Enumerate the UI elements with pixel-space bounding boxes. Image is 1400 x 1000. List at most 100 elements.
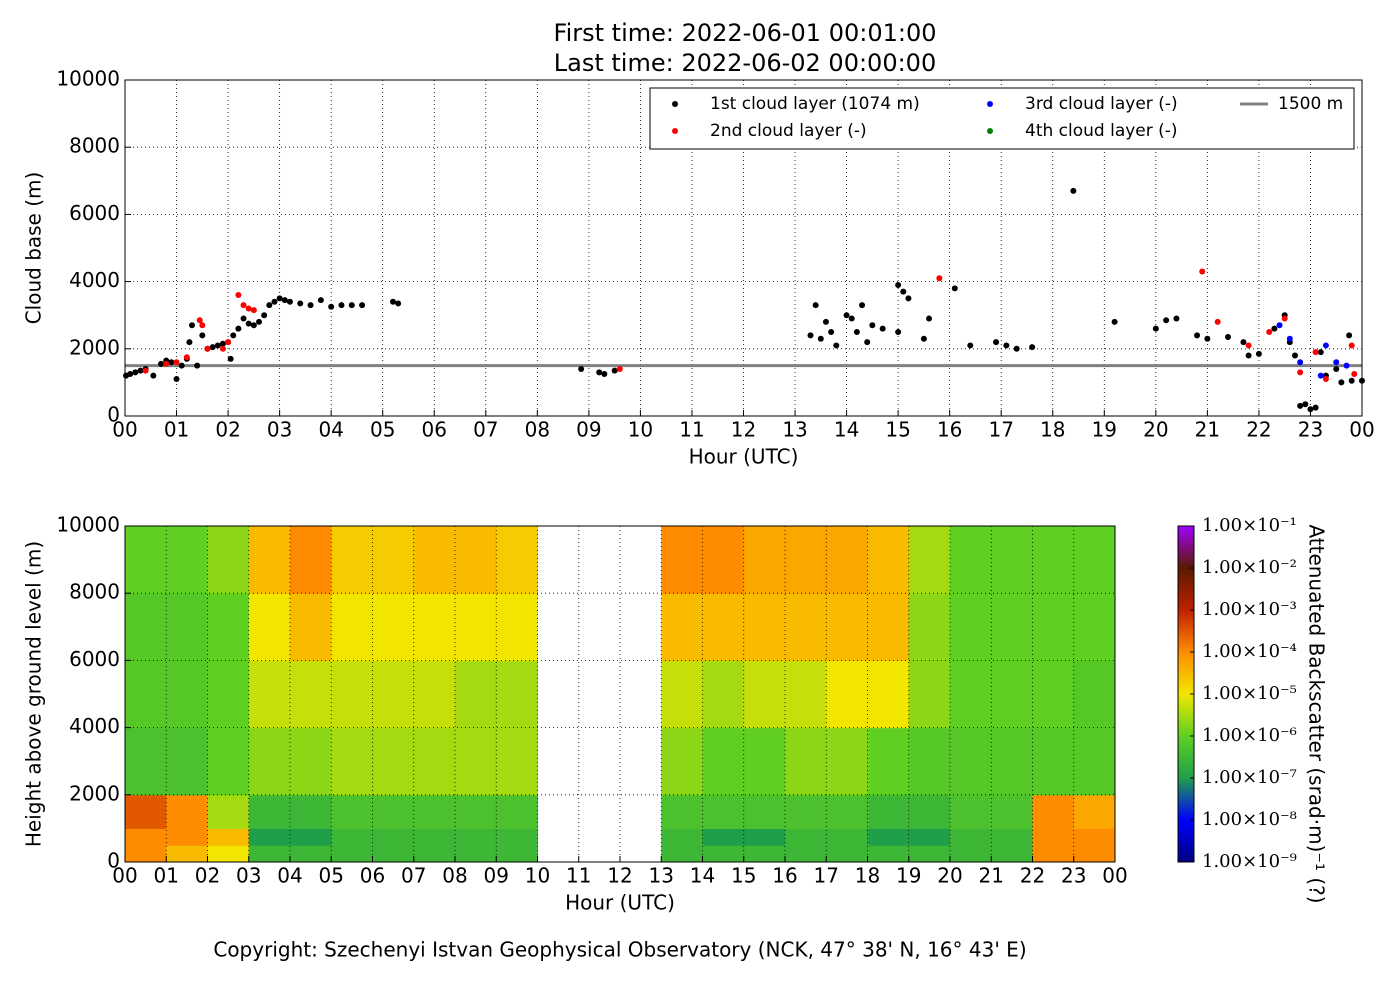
plot-frame	[124, 525, 1116, 863]
data-point	[266, 302, 273, 309]
data-point	[1322, 376, 1329, 383]
heatmap-cell	[455, 593, 497, 661]
data-point	[853, 329, 860, 335]
heatmap-cell	[1073, 794, 1116, 829]
x-tick-label: 17	[814, 864, 839, 888]
data-point	[348, 302, 355, 309]
y-tick-label: 6000	[69, 201, 120, 225]
x-tick-label: 06	[422, 418, 447, 442]
heatmap-cell	[1032, 660, 1075, 729]
heatmap-cell	[166, 660, 208, 729]
heatmap-cell	[125, 794, 167, 829]
heatmap-cell	[991, 660, 1033, 729]
heatmap-cell	[1032, 845, 1075, 863]
data-point	[395, 300, 402, 307]
data-point	[235, 292, 242, 299]
data-point	[219, 345, 226, 352]
y-tick-label: 10000	[56, 513, 120, 537]
heatmap-cell	[413, 727, 456, 796]
heatmap-cell	[372, 828, 415, 846]
heatmap-cell	[248, 526, 291, 594]
x-tick-label: 20	[937, 864, 962, 888]
chart-title: First time: 2022-06-01 00:01:00	[554, 19, 937, 47]
y-tick-label: 4000	[69, 714, 120, 738]
heatmap-cell	[248, 727, 291, 796]
x-tick-label: 16	[772, 864, 797, 888]
data-point	[317, 297, 324, 304]
heatmap-cell	[661, 660, 703, 729]
x-axis-label: Hour (UTC)	[689, 445, 799, 469]
data-point	[338, 302, 345, 309]
heatmap-cell	[290, 828, 332, 846]
x-tick-label: 07	[473, 418, 498, 442]
x-tick-label: 21	[1195, 418, 1220, 442]
data-point	[926, 315, 933, 322]
data-point	[1245, 352, 1252, 359]
heatmap-cell	[908, 845, 951, 863]
x-tick-label: 07	[401, 864, 426, 888]
data-point	[895, 329, 902, 335]
x-tick-label: 00	[1349, 418, 1374, 442]
heatmap-cell	[991, 593, 1033, 661]
heatmap-cell	[908, 794, 951, 829]
legend-label: 4th cloud layer (-)	[1025, 121, 1178, 141]
heatmap-cell	[867, 727, 910, 796]
data-point	[611, 367, 618, 374]
data-point	[286, 298, 293, 305]
heatmap-cell	[331, 593, 373, 661]
data-point	[900, 288, 907, 295]
x-tick-label: 10	[628, 418, 653, 442]
heatmap-cell	[207, 526, 250, 594]
x-tick-label: 00	[112, 418, 137, 442]
data-point	[1338, 379, 1345, 386]
x-tick-label: 05	[319, 864, 344, 888]
y-tick-label: 4000	[69, 268, 120, 292]
heatmap-cell	[785, 828, 827, 846]
heatmap-cell	[1073, 593, 1116, 661]
heatmap-cell	[496, 828, 538, 846]
heatmap-cell	[950, 660, 992, 729]
data-point	[173, 359, 180, 366]
heatmap-cell	[1032, 828, 1075, 846]
data-point	[173, 376, 180, 383]
heatmap-cell	[455, 526, 497, 594]
heatmap-cell	[991, 526, 1033, 594]
data-point	[328, 303, 335, 310]
heatmap-cell	[290, 727, 332, 796]
data-point	[822, 318, 829, 325]
heatmap-cell	[1073, 526, 1116, 594]
data-point	[1291, 352, 1298, 359]
y-tick-label: 8000	[69, 580, 120, 604]
heatmap-cell	[248, 794, 291, 829]
x-tick-label: 06	[360, 864, 385, 888]
x-tick-label: 13	[782, 418, 807, 442]
data-point	[132, 369, 139, 376]
colorbar-tick-label: 1.00×10⁻⁸	[1202, 809, 1297, 830]
data-point	[1070, 187, 1077, 194]
x-tick-label: 08	[525, 418, 550, 442]
data-point	[1302, 401, 1309, 408]
heatmap-cell	[908, 660, 951, 729]
heatmap-cell	[455, 727, 497, 796]
data-point	[245, 320, 252, 327]
data-point	[869, 322, 876, 329]
data-point	[1312, 349, 1319, 356]
heatmap-cell	[950, 727, 992, 796]
data-point	[1276, 322, 1283, 329]
data-point	[307, 302, 314, 309]
data-point	[240, 302, 247, 309]
data-point	[920, 335, 927, 342]
heatmap-cell	[826, 845, 868, 863]
y-tick-label: 8000	[69, 134, 120, 158]
data-point	[1240, 339, 1247, 346]
footer: Copyright: Szechenyi Istvan Geophysical …	[213, 938, 1026, 962]
data-point	[1348, 342, 1355, 349]
data-point	[833, 342, 840, 349]
data-point	[158, 360, 165, 367]
heatmap-cell	[207, 828, 250, 846]
legend-marker	[672, 128, 678, 134]
heatmap-cell	[785, 526, 827, 594]
x-tick-label: 23	[1298, 418, 1323, 442]
heatmap-cell	[867, 794, 910, 829]
